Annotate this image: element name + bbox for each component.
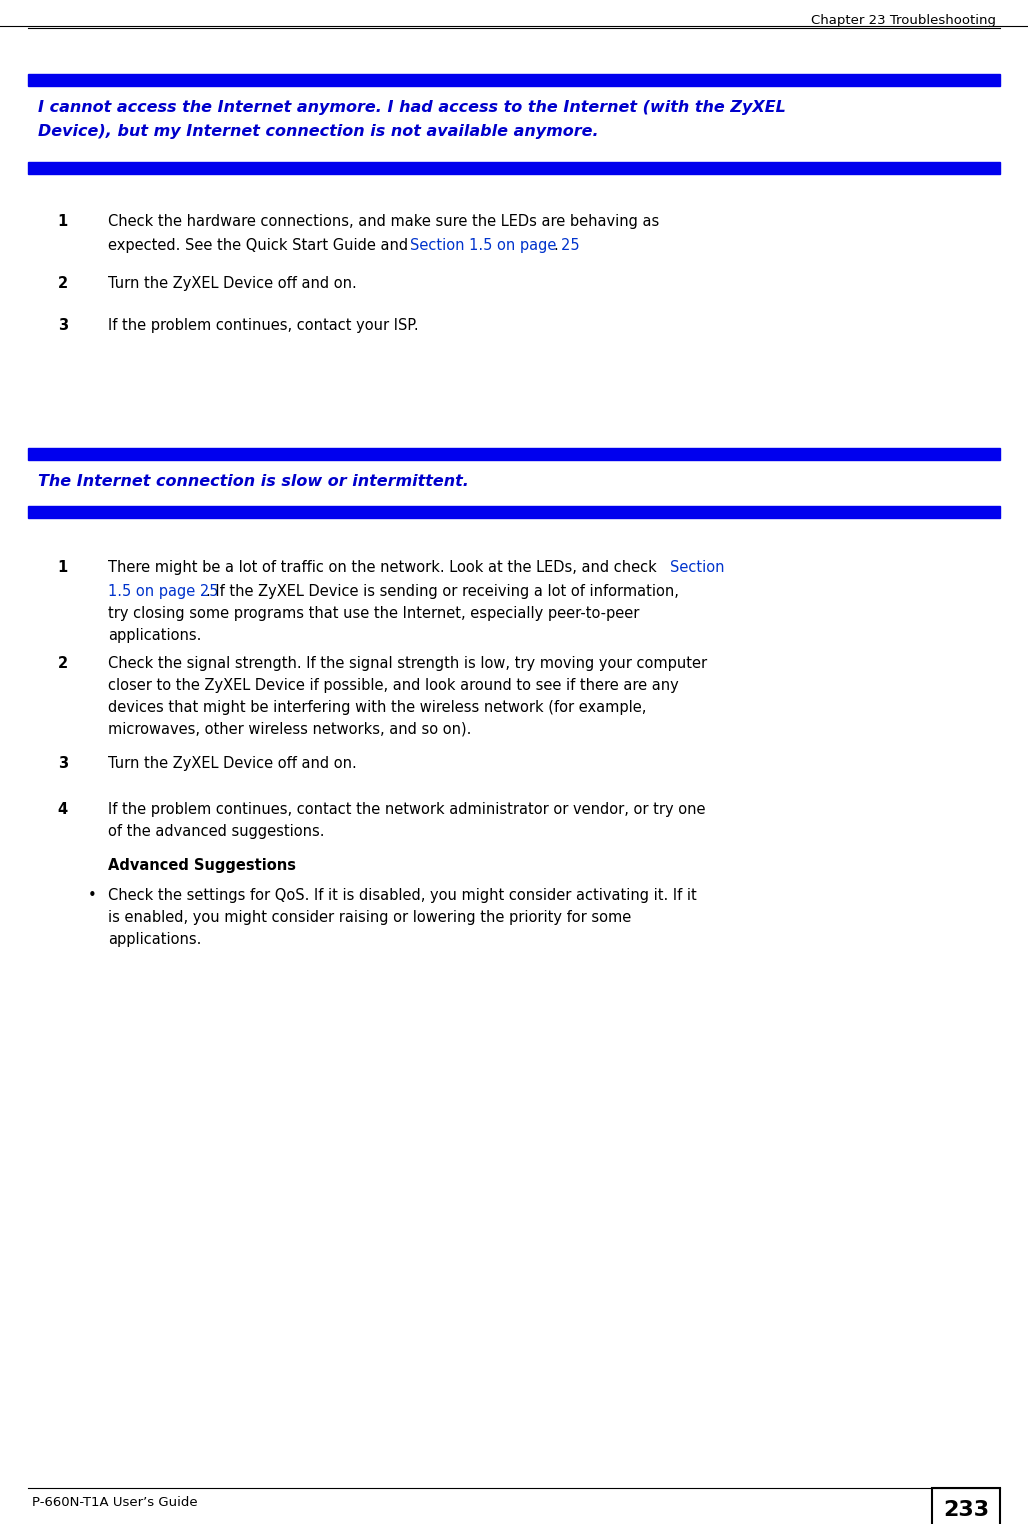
Text: .: . — [553, 238, 558, 253]
Text: applications.: applications. — [108, 933, 201, 946]
Bar — [28, 448, 1000, 460]
Text: 3: 3 — [58, 319, 68, 334]
Text: Section 1.5 on page 25: Section 1.5 on page 25 — [410, 238, 580, 253]
Text: . If the ZyXEL Device is sending or receiving a lot of information,: . If the ZyXEL Device is sending or rece… — [206, 584, 678, 599]
Text: Turn the ZyXEL Device off and on.: Turn the ZyXEL Device off and on. — [108, 756, 357, 771]
Text: Chapter 23 Troubleshooting: Chapter 23 Troubleshooting — [811, 14, 996, 27]
Text: applications.: applications. — [108, 628, 201, 643]
Text: expected. See the Quick Start Guide and: expected. See the Quick Start Guide and — [108, 238, 413, 253]
Text: is enabled, you might consider raising or lowering the priority for some: is enabled, you might consider raising o… — [108, 910, 631, 925]
Text: Section: Section — [670, 559, 725, 575]
Text: If the problem continues, contact the network administrator or vendor, or try on: If the problem continues, contact the ne… — [108, 802, 705, 817]
Text: Advanced Suggestions: Advanced Suggestions — [108, 858, 296, 873]
Text: Check the hardware connections, and make sure the LEDs are behaving as: Check the hardware connections, and make… — [108, 213, 659, 229]
Text: The Internet connection is slow or intermittent.: The Internet connection is slow or inter… — [38, 474, 469, 489]
Text: 2: 2 — [58, 276, 68, 291]
Bar — [28, 506, 1000, 518]
Text: •: • — [88, 888, 97, 904]
Text: 1: 1 — [58, 559, 68, 575]
Text: expected. See the Quick Start Guide and: expected. See the Quick Start Guide and — [108, 238, 413, 253]
Text: There might be a lot of traffic on the network. Look at the LEDs, and check: There might be a lot of traffic on the n… — [108, 559, 661, 575]
Bar — [28, 85, 1000, 162]
Text: 3: 3 — [58, 756, 68, 771]
Text: 4: 4 — [58, 802, 68, 817]
Text: P-660N-T1A User’s Guide: P-660N-T1A User’s Guide — [32, 1497, 197, 1509]
Text: of the advanced suggestions.: of the advanced suggestions. — [108, 824, 325, 840]
Text: I cannot access the Internet anymore. I had access to the Internet (with the ZyX: I cannot access the Internet anymore. I … — [38, 101, 785, 114]
Text: Check the settings for QoS. If it is disabled, you might consider activating it.: Check the settings for QoS. If it is dis… — [108, 888, 697, 904]
Text: If the problem continues, contact your ISP.: If the problem continues, contact your I… — [108, 319, 418, 334]
Bar — [932, 1487, 1000, 1524]
Text: Turn the ZyXEL Device off and on.: Turn the ZyXEL Device off and on. — [108, 276, 357, 291]
Bar — [28, 162, 1000, 174]
Text: Device), but my Internet connection is not available anymore.: Device), but my Internet connection is n… — [38, 123, 598, 139]
Text: 233: 233 — [943, 1500, 989, 1519]
Bar — [28, 460, 1000, 506]
Text: 2: 2 — [58, 655, 68, 671]
Text: closer to the ZyXEL Device if possible, and look around to see if there are any: closer to the ZyXEL Device if possible, … — [108, 678, 678, 693]
Text: 1: 1 — [58, 213, 68, 229]
Text: devices that might be interfering with the wireless network (for example,: devices that might be interfering with t… — [108, 700, 647, 715]
Bar — [28, 75, 1000, 85]
Text: 1.5 on page 25: 1.5 on page 25 — [108, 584, 219, 599]
Text: Check the signal strength. If the signal strength is low, try moving your comput: Check the signal strength. If the signal… — [108, 655, 707, 671]
Text: try closing some programs that use the Internet, especially peer-to-peer: try closing some programs that use the I… — [108, 607, 639, 620]
Text: microwaves, other wireless networks, and so on).: microwaves, other wireless networks, and… — [108, 722, 472, 738]
